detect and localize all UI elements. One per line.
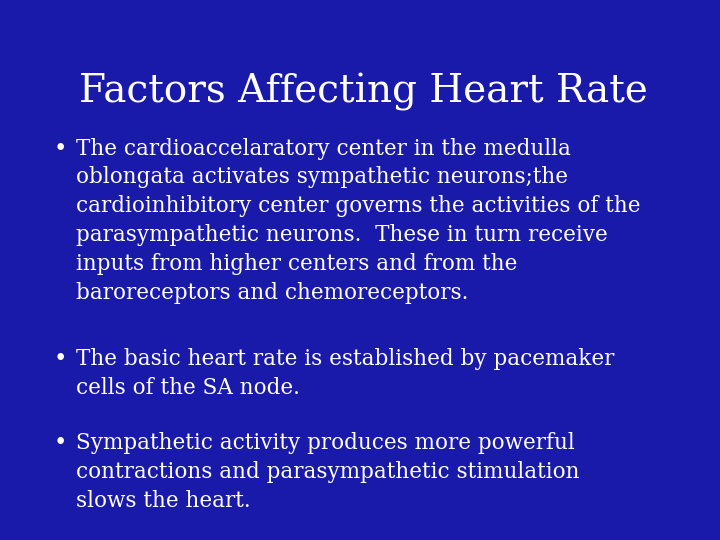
Text: The cardioaccelaratory center in the medulla
oblongata activates sympathetic neu: The cardioaccelaratory center in the med… xyxy=(76,138,640,303)
Text: •: • xyxy=(54,138,68,160)
Text: Factors Affecting Heart Rate: Factors Affecting Heart Rate xyxy=(79,73,648,111)
Text: •: • xyxy=(54,348,68,370)
Text: •: • xyxy=(54,432,68,454)
Text: The basic heart rate is established by pacemaker
cells of the SA node.: The basic heart rate is established by p… xyxy=(76,348,614,399)
Text: Sympathetic activity produces more powerful
contractions and parasympathetic sti: Sympathetic activity produces more power… xyxy=(76,432,579,511)
